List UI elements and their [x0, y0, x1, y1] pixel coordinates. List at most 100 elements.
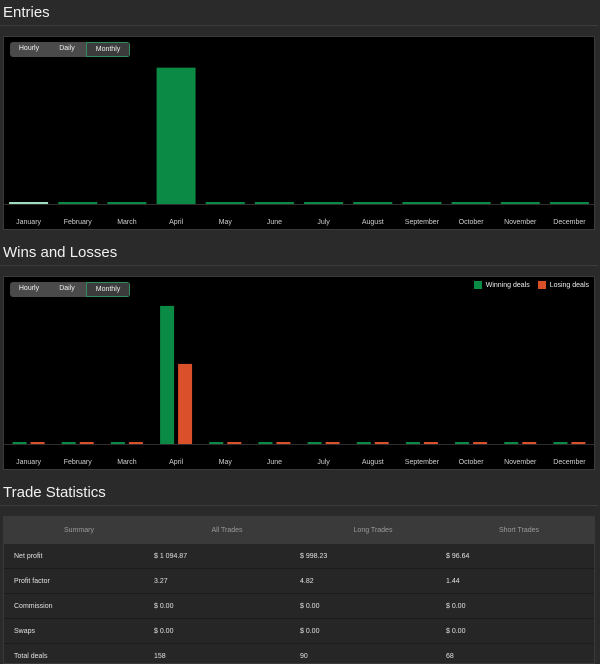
stats-cell-short-trades: $ 96.64: [446, 552, 470, 560]
stats-cell-all-trades: 158: [154, 652, 166, 660]
legend-winning[interactable]: Winning deals: [473, 281, 530, 289]
wins-losses-bar-july-winning-deals: [307, 442, 322, 444]
entries-chart: January February March April May June July Augu…: [4, 67, 594, 226]
wins-losses-tick-may: May: [219, 459, 233, 466]
entries-tick-may: May: [219, 219, 233, 226]
stats-cell-all-trades: 3.27: [154, 577, 168, 585]
entries-tick-june: June: [267, 219, 282, 226]
legend-winning-label: Winning deals: [485, 281, 530, 289]
wins-losses-bar-january-winning-deals: [12, 442, 27, 444]
stats-cell-short-trades: $ 0.00: [446, 627, 466, 635]
header-long-trades: Long Trades: [353, 527, 393, 534]
header-all-trades: All Trades: [211, 527, 243, 534]
wins-daily-button[interactable]: Daily: [59, 285, 75, 292]
entries-tick-november: November: [504, 219, 537, 226]
wins-losses-tick-july: July: [317, 459, 330, 466]
entries-bar-february: [58, 202, 98, 204]
entries-tick-july: July: [317, 219, 330, 226]
wins-losses-bar-march-winning-deals: [110, 442, 125, 444]
entries-tick-april: April: [169, 219, 183, 226]
entries-bar-march: [107, 202, 147, 204]
wins-losses-bar-october-losing-deals: [473, 442, 488, 444]
stats-row-label: Profit factor: [14, 577, 50, 585]
wins-losses-bar-april-losing-deals: [178, 363, 193, 444]
entries-daily-button[interactable]: Daily: [59, 45, 75, 52]
stats-row-label: Net profit: [14, 552, 43, 560]
wins-losses-bar-october-winning-deals: [455, 442, 470, 444]
wins-monthly-button[interactable]: Monthly: [86, 282, 130, 297]
wins-losses-bar-april-winning-deals: [160, 305, 175, 444]
wins-losses-bar-november-winning-deals: [504, 442, 519, 444]
wins-losses-bar-november-losing-deals: [522, 442, 537, 444]
wins-losses-tick-october: October: [459, 459, 485, 466]
wins-losses-bar-march-losing-deals: [128, 442, 143, 444]
wins-losses-tick-december: December: [553, 459, 586, 466]
stats-body: Net profit $ 1 094.87 $ 998.23 $ 96.64 Profi…: [4, 544, 594, 663]
wins-losses-bar-may-losing-deals: [227, 442, 242, 444]
wins-hourly-button[interactable]: Hourly: [18, 285, 40, 292]
stats-title: Trade Statistics: [3, 484, 106, 501]
wins-losses-tick-june: June: [267, 459, 282, 466]
wins-losses-bar-june-losing-deals: [276, 442, 291, 444]
header-short-trades: Short Trades: [498, 527, 540, 534]
wins-losses-bar-may-winning-deals: [209, 442, 224, 444]
stats-row-profit-factor: Profit factor 3.27 4.82 1.44: [4, 569, 594, 594]
wins-losses-bar-december-losing-deals: [571, 442, 586, 444]
entries-tick-october: October: [459, 219, 485, 226]
entries-panel: Hourly Daily Monthly January February Marc…: [3, 36, 595, 230]
entries-hourly-button[interactable]: Hourly: [18, 45, 40, 52]
entries-bar-june: [254, 202, 294, 204]
wins-losses-bar-september-winning-deals: [405, 442, 420, 444]
entries-tick-december: December: [553, 219, 586, 226]
wins-losses-tick-august: August: [362, 459, 384, 466]
stats-cell-short-trades: 68: [446, 652, 454, 660]
entries-bar-november: [500, 202, 540, 204]
stats-cell-short-trades: $ 0.00: [446, 602, 466, 610]
legend-losing-label: Losing deals: [549, 281, 589, 289]
stats-divider: [0, 505, 598, 506]
stats-row-label: Swaps: [14, 627, 36, 635]
wins-losses-tick-january: January: [16, 459, 41, 466]
header-summary: Summary: [64, 527, 94, 534]
entries-bar-may: [205, 202, 245, 204]
wins-losses-legend: Winning deals Losing deals: [473, 281, 589, 289]
entries-tick-january: January: [16, 219, 41, 226]
entries-tick-march: March: [117, 219, 137, 226]
entries-divider: [0, 25, 598, 26]
entries-bar-january: [9, 202, 49, 204]
entries-monthly-button[interactable]: Monthly: [86, 42, 130, 57]
entries-bar-july: [304, 202, 344, 204]
wins-losses-bar-january-losing-deals: [30, 442, 45, 444]
winning-swatch: [473, 281, 482, 289]
wins-period-toggle: Hourly Daily Monthly: [10, 282, 130, 297]
stats-row-label: Total deals: [14, 652, 48, 660]
wins-losses-bar-december-winning-deals: [553, 442, 568, 444]
stats-cell-long-trades: $ 0.00: [300, 627, 320, 635]
stats-row-label: Commission: [14, 602, 53, 610]
wins-losses-bar-august-winning-deals: [356, 442, 371, 444]
wins-losses-bar-july-losing-deals: [325, 442, 340, 444]
entries-bar-august: [353, 202, 393, 204]
stats-cell-short-trades: 1.44: [446, 577, 460, 585]
wins-losses-tick-february: February: [64, 459, 93, 466]
stats-row-commission: Commission $ 0.00 $ 0.00 $ 0.00: [4, 594, 594, 619]
wins-losses-panel: Hourly Daily Monthly Winning deals Losin…: [3, 276, 595, 470]
losing-swatch: [537, 281, 546, 289]
wins-losses-bar-august-losing-deals: [374, 442, 389, 444]
entries-tick-september: September: [405, 219, 440, 226]
stats-cell-long-trades: $ 998.23: [300, 552, 328, 560]
entries-period-toggle: Hourly Daily Monthly: [10, 42, 130, 57]
entries-bar-september: [402, 202, 442, 204]
stats-header-row: Summary All Trades Long Trades Short Tra…: [4, 517, 594, 544]
entries-bar-october: [451, 202, 491, 204]
stats-cell-all-trades: $ 1 094.87: [154, 552, 188, 560]
wins-losses-chart: January February March April May June July Augu…: [4, 305, 594, 466]
wins-losses-bar-june-winning-deals: [258, 442, 273, 444]
stats-row-swaps: Swaps $ 0.00 $ 0.00 $ 0.00: [4, 619, 594, 644]
wins-losses-title: Wins and Losses: [3, 244, 118, 261]
stats-cell-long-trades: $ 0.00: [300, 602, 320, 610]
stats-cell-all-trades: $ 0.00: [154, 627, 174, 635]
legend-losing[interactable]: Losing deals: [537, 281, 589, 289]
wins-losses-tick-september: September: [405, 459, 440, 466]
entries-bar-december: [549, 202, 589, 204]
